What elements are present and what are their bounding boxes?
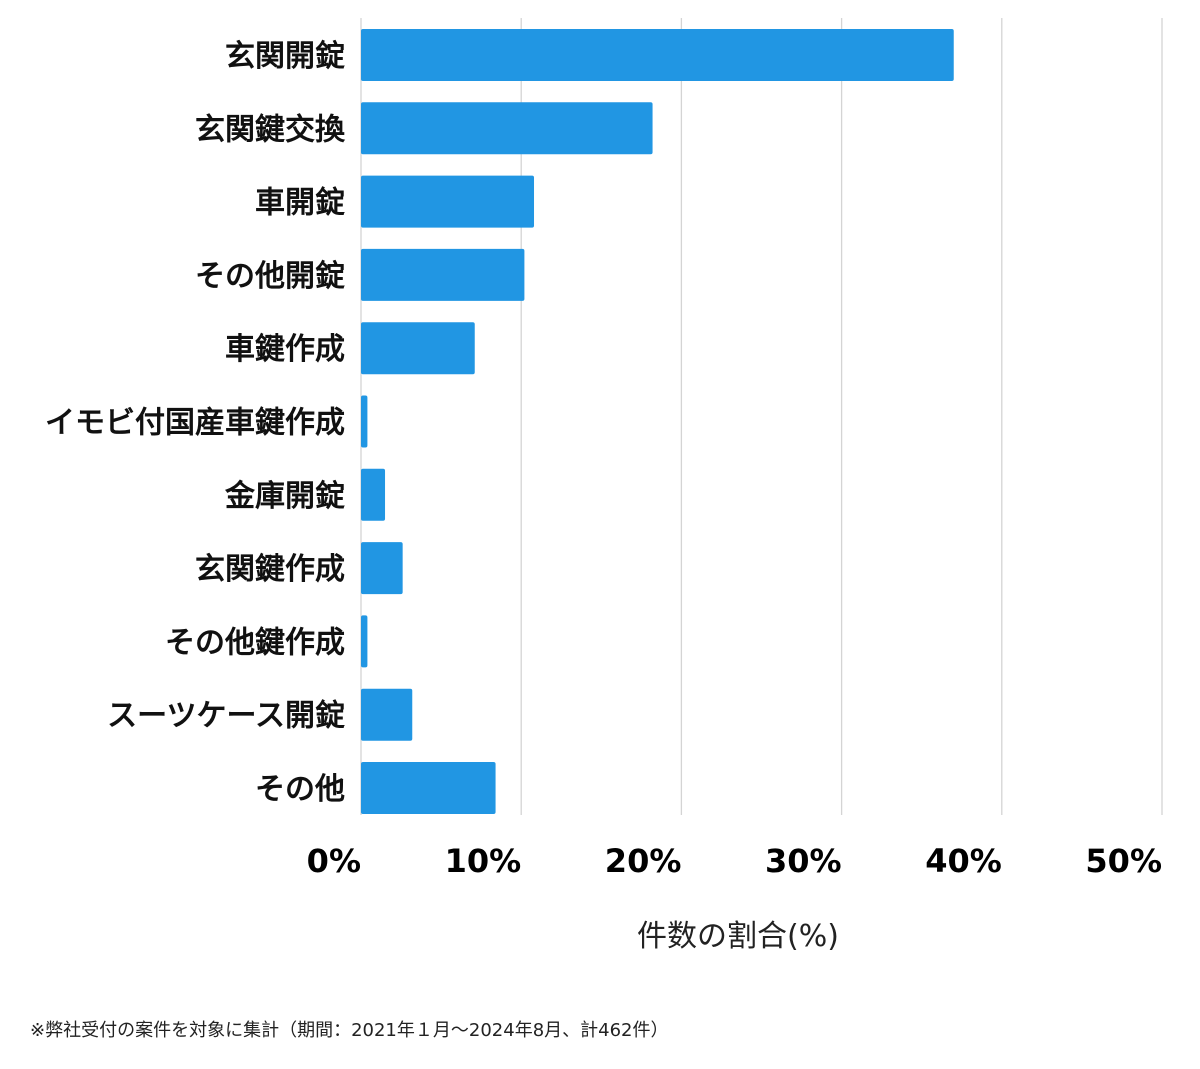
x-axis-title: 件数の割合(%) xyxy=(637,919,839,954)
bar xyxy=(361,762,496,814)
category-label: その他鍵作成 xyxy=(165,625,345,660)
bars xyxy=(361,29,954,814)
category-label: スーツケース開錠 xyxy=(107,699,345,734)
bar xyxy=(361,29,954,81)
x-tick-label: 30% xyxy=(765,842,842,880)
bar xyxy=(361,322,475,375)
category-label: 車鍵作成 xyxy=(225,332,345,367)
category-label: その他開錠 xyxy=(195,259,345,294)
category-label: 玄関開錠 xyxy=(225,39,345,74)
x-tick-label: 40% xyxy=(925,842,1002,880)
bar xyxy=(361,688,413,741)
bar xyxy=(361,615,368,668)
x-tick-label: 0% xyxy=(307,842,361,880)
category-label: 玄関鍵作成 xyxy=(195,552,345,587)
category-label: その他 xyxy=(255,772,345,807)
footnote: ※弊社受付の案件を対象に集計（期間：2021年１月〜2024年8月、計462件） xyxy=(30,1020,669,1041)
category-label: 金庫開錠 xyxy=(224,479,345,514)
x-tick-label: 50% xyxy=(1085,842,1162,880)
category-labels: 玄関開錠玄関鍵交換車開錠その他開錠車鍵作成イモビ付国産車鍵作成金庫開錠玄関鍵作成… xyxy=(45,39,346,807)
bar-chart: 玄関開錠玄関鍵交換車開錠その他開錠車鍵作成イモビ付国産車鍵作成金庫開錠玄関鍵作成… xyxy=(45,18,1163,954)
bar xyxy=(361,248,525,301)
category-label: イモビ付国産車鍵作成 xyxy=(45,406,345,441)
x-tick-labels: 0% 10% 20% 30% 40% 50% xyxy=(307,842,1162,880)
category-label: 玄関鍵交換 xyxy=(195,112,346,147)
bar xyxy=(361,175,535,228)
bar xyxy=(361,102,653,155)
category-label: 車開錠 xyxy=(255,186,345,221)
x-tick-label: 10% xyxy=(445,842,522,880)
bar xyxy=(361,542,403,595)
x-tick-label: 20% xyxy=(605,842,682,880)
bar xyxy=(361,395,368,448)
bar xyxy=(361,468,386,521)
